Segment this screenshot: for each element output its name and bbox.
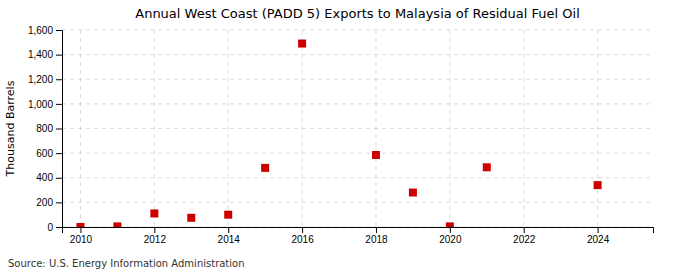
tick: 0: [47, 222, 62, 233]
tick-label: 1,200: [28, 74, 53, 85]
tick: 200: [36, 197, 62, 208]
tick: 2018: [365, 227, 388, 245]
tick-label: 1,000: [28, 99, 53, 110]
tick-mark: [56, 30, 62, 31]
tick-mark: [56, 153, 62, 154]
grid-line: [62, 103, 653, 104]
tick-label: 1,400: [28, 49, 53, 60]
grid-line: [62, 153, 653, 154]
grid-line: [62, 54, 653, 55]
tick-label: 2016: [291, 234, 314, 245]
tick: 400: [36, 172, 62, 183]
point: [446, 222, 454, 227]
tick: 2016: [291, 227, 314, 245]
y-axis-title: Thousand Barrels: [4, 80, 17, 177]
source-note: Source: U.S. Energy Information Administ…: [8, 258, 245, 269]
points: [76, 40, 601, 227]
tick-mark: [56, 104, 62, 105]
point: [76, 223, 84, 227]
point: [594, 181, 602, 189]
tick: 1,000: [28, 99, 62, 110]
tick-mark: [56, 129, 62, 130]
tick: 2010: [70, 227, 93, 245]
point: [298, 40, 306, 48]
chart: 2010 2012 2014 2016 2018 2020 2022 2024 0 200 400 6…: [0, 0, 675, 275]
tick-label: 2020: [439, 234, 462, 245]
axis-line: [63, 228, 654, 234]
plot: 2010 2012 2014 2016 2018 2020 2022 2024 0 200 400 6…: [28, 25, 654, 245]
tick: 1,600: [28, 25, 62, 36]
tick-mark: [56, 55, 62, 56]
tick-label: 2018: [365, 234, 388, 245]
tick-label: 2024: [587, 234, 610, 245]
y-axis: 0 200 400 600 800 1,000 1,200 1,400 1,600: [28, 25, 63, 233]
tick-mark: [302, 227, 303, 233]
point: [187, 214, 195, 222]
tick-mark: [80, 227, 81, 233]
tick-label: 2012: [144, 234, 167, 245]
grid: [62, 30, 653, 227]
tick: 2012: [144, 227, 167, 245]
grid-line: [62, 79, 653, 80]
grid-line: [62, 30, 653, 31]
tick-label: 200: [36, 197, 53, 208]
grid-line: [523, 30, 524, 227]
tick: 2024: [587, 227, 610, 245]
point: [224, 211, 232, 219]
tick: 1,400: [28, 49, 62, 60]
tick-label: 800: [36, 123, 53, 134]
grid-line: [62, 128, 653, 129]
x-axis: 2010 2012 2014 2016 2018 2020 2022 2024: [63, 227, 654, 245]
tick: 2020: [439, 227, 462, 245]
tick-mark: [450, 227, 451, 233]
axis-line: [56, 31, 63, 228]
tick-label: 2010: [70, 234, 93, 245]
tick-label: 2014: [218, 234, 241, 245]
tick: 2014: [218, 227, 241, 245]
tick: 1,200: [28, 74, 62, 85]
tick-mark: [598, 227, 599, 233]
tick-label: 400: [36, 172, 53, 183]
tick: 800: [36, 123, 62, 134]
point: [483, 163, 491, 171]
tick-mark: [56, 202, 62, 203]
grid-line: [597, 30, 598, 227]
tick-mark: [524, 227, 525, 233]
tick-mark: [154, 227, 155, 233]
tick-label: 0: [47, 222, 53, 233]
tick-label: 1,600: [28, 25, 53, 36]
point: [409, 189, 417, 197]
point: [150, 209, 158, 217]
tick: 600: [36, 148, 62, 159]
tick-label: 2022: [513, 234, 536, 245]
grid-line: [62, 202, 653, 203]
tick: 2022: [513, 227, 536, 245]
tick-mark: [228, 227, 229, 233]
point: [261, 164, 269, 172]
grid-line: [228, 30, 229, 227]
tick-mark: [376, 227, 377, 233]
tick-mark: [56, 227, 62, 228]
point: [372, 151, 380, 159]
point: [113, 222, 121, 227]
tick-label: 600: [36, 148, 53, 159]
tick-mark: [56, 79, 62, 80]
grid-line: [62, 177, 653, 178]
title: Annual West Coast (PADD 5) Exports to Ma…: [135, 6, 580, 21]
tick-mark: [56, 178, 62, 179]
